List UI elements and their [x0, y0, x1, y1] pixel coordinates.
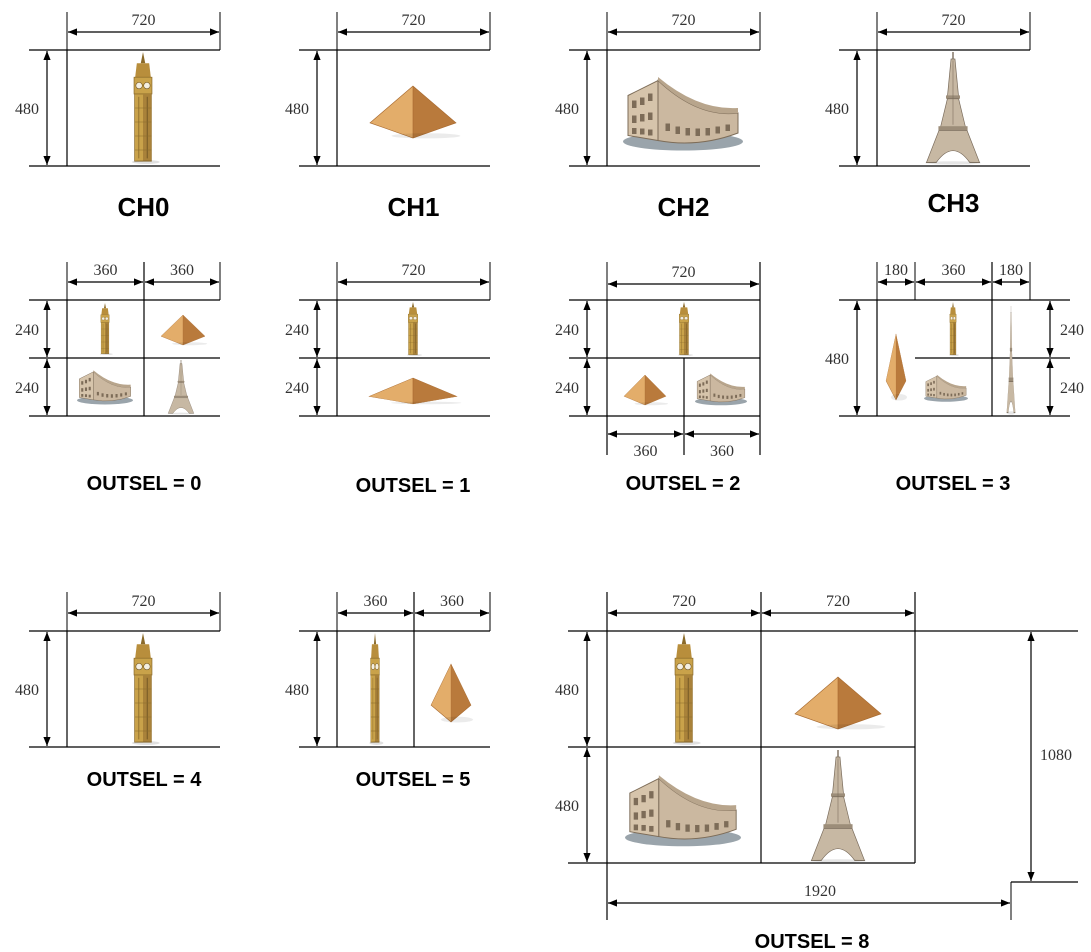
outsel2-width-label: 720 — [672, 264, 696, 281]
big-ben-icon — [130, 631, 162, 747]
eiffel-tower-icon — [166, 359, 196, 415]
outsel1-height-label: 240 — [285, 322, 309, 339]
outsel3-height-label-right: 240 — [1060, 380, 1084, 397]
ch1-width-label: 720 — [402, 12, 426, 29]
outsel2-height-label: 240 — [555, 322, 579, 339]
outsel4-caption: OUTSEL = 4 — [87, 769, 203, 791]
outsel3-width-label: 180 — [999, 262, 1023, 279]
outsel2-caption: OUTSEL = 2 — [626, 473, 741, 495]
outsel0-width-label: 360 — [170, 262, 194, 279]
pyramid-icon — [431, 664, 473, 722]
outsel4-height-label: 480 — [15, 682, 39, 699]
outsel1-width-label: 720 — [402, 262, 426, 279]
ch1-height-label: 480 — [285, 101, 309, 118]
outsel8-width-label: 720 — [826, 593, 850, 610]
colosseum-icon — [693, 372, 749, 407]
colosseum-icon — [623, 77, 743, 151]
outsel2-bottom-width-label: 360 — [634, 443, 658, 460]
outsel2-bottom-width-label: 360 — [710, 443, 734, 460]
ch2-height-label: 480 — [555, 101, 579, 118]
outsel4-width-label: 720 — [132, 593, 156, 610]
outsel0-width-label: 360 — [94, 262, 118, 279]
outsel1-caption: OUTSEL = 1 — [356, 475, 471, 497]
ch0-height-label: 480 — [15, 101, 39, 118]
outsel3-height-label-right: 240 — [1060, 322, 1084, 339]
outsel8-height-label: 480 — [555, 682, 579, 699]
big-ben-icon — [99, 302, 114, 356]
colosseum-icon — [625, 775, 741, 846]
outsel0-height-label: 240 — [15, 322, 39, 339]
outsel1-height-label: 240 — [285, 380, 309, 397]
ch2-caption: CH2 — [657, 192, 709, 222]
colosseum-icon — [923, 373, 969, 403]
outsel8-width-label: 720 — [672, 593, 696, 610]
ch1-caption: CH1 — [387, 192, 439, 222]
outsel3-caption: OUTSEL = 3 — [896, 473, 1011, 495]
eiffel-tower-icon — [923, 50, 983, 166]
outsel3-width-label: 180 — [884, 262, 908, 279]
colosseum-icon — [75, 369, 135, 406]
pyramid-icon — [159, 313, 209, 347]
outsel3-width-label: 360 — [942, 262, 966, 279]
pyramid-icon — [370, 86, 460, 138]
outsel0-caption: OUTSEL = 0 — [87, 473, 202, 495]
outsel8-height-label: 480 — [555, 798, 579, 815]
big-ben-icon — [948, 301, 960, 357]
eiffel-tower-icon — [808, 748, 868, 864]
big-ben-icon — [677, 301, 694, 357]
ch0-caption: CH0 — [117, 192, 169, 222]
ch2-width-label: 720 — [672, 12, 696, 29]
outsel8-caption: OUTSEL = 8 — [755, 931, 870, 952]
pyramid-icon — [369, 378, 461, 404]
pyramid-icon — [622, 373, 670, 407]
outsel0-height-label: 240 — [15, 380, 39, 397]
eiffel-tower-icon — [1005, 304, 1017, 416]
big-ben-icon — [130, 50, 162, 166]
outsel5-height-label: 480 — [285, 682, 309, 699]
ch3-height-label: 480 — [825, 101, 849, 118]
outsel3-height-label: 480 — [825, 351, 849, 368]
big-ben-icon — [671, 631, 703, 747]
big-ben-icon — [367, 631, 385, 747]
outsel8-total-width-label: 1920 — [804, 883, 836, 900]
big-ben-icon — [406, 301, 423, 357]
ch0-width-label: 720 — [132, 12, 156, 29]
outsel8-total-height-label: 1080 — [1040, 747, 1072, 764]
ch3-caption: CH3 — [927, 188, 979, 218]
pyramid-icon — [795, 677, 885, 729]
outsel5-width-label: 360 — [364, 593, 388, 610]
ch3-width-label: 720 — [942, 12, 966, 29]
pyramid-icon — [886, 334, 907, 401]
outsel5-width-label: 360 — [440, 593, 464, 610]
outsel5-caption: OUTSEL = 5 — [356, 769, 471, 791]
outsel2-height-label: 240 — [555, 380, 579, 397]
